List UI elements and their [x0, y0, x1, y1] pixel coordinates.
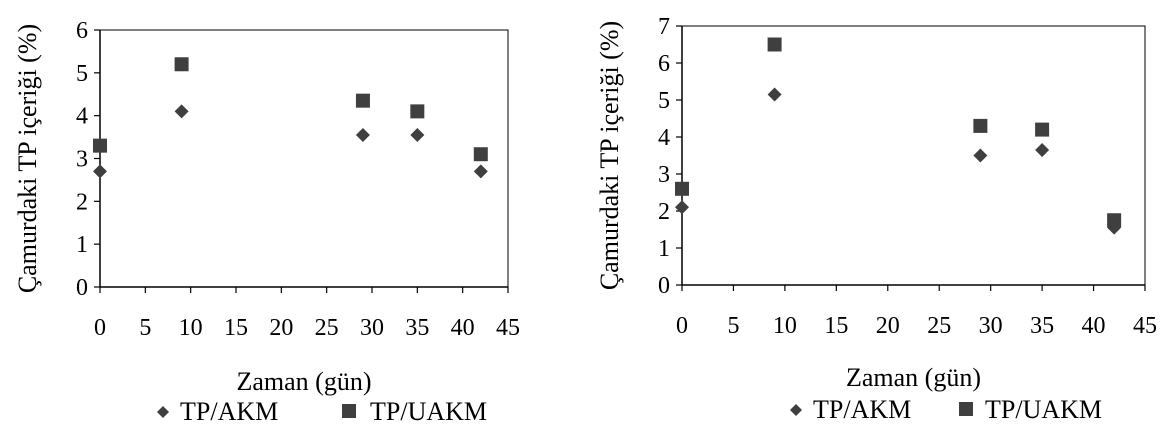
series-tp-uakm	[675, 37, 1122, 228]
legend: TP/AKM TP/UAKM	[157, 397, 487, 426]
x-tick-label: 5	[139, 315, 151, 341]
data-point-diamond	[973, 148, 988, 163]
data-point-diamond	[174, 104, 189, 119]
legend-marker-diamond	[790, 404, 802, 416]
data-point-diamond	[767, 87, 782, 102]
legend: TP/AKM TP/UAKM	[790, 395, 1102, 424]
x-tick-label: 40	[451, 315, 475, 341]
data-point-square	[973, 118, 988, 133]
x-tick-label: 45	[496, 315, 520, 341]
data-point-square	[355, 93, 370, 108]
legend-label: TP/AKM	[180, 397, 278, 426]
x-tick-label: 20	[876, 313, 900, 339]
x-tick-label: 0	[676, 313, 688, 339]
data-point-square	[675, 181, 689, 196]
y-tick-label: 5	[658, 88, 670, 114]
x-tick-label: 5	[727, 313, 739, 339]
legend-label: TP/AKM	[813, 395, 911, 424]
series-tp-uakm	[93, 57, 488, 162]
y-tick-label: 4	[76, 104, 88, 130]
y-tick-label: 6	[658, 51, 670, 77]
data-point-diamond	[355, 127, 370, 142]
x-tick-label: 15	[224, 315, 248, 341]
plot-area	[99, 29, 509, 288]
legend-marker-square	[959, 402, 973, 416]
y-axis-title: Çamurdaki TP içeriği (%)	[595, 21, 624, 290]
y-tick-label: 0	[658, 273, 670, 299]
x-tick-label: 35	[1030, 313, 1054, 339]
x-tick-label: 45	[1133, 313, 1157, 339]
x-tick-label: 30	[979, 313, 1003, 339]
legend-label: TP/UAKM	[985, 395, 1102, 424]
legend-label: TP/UAKM	[370, 397, 487, 426]
x-tick-label: 30	[360, 315, 384, 341]
y-tick-label: 3	[76, 147, 88, 173]
data-point-square	[410, 104, 425, 119]
data-point-diamond	[1035, 142, 1050, 157]
y-tick-label: 2	[658, 199, 670, 225]
data-point-square	[767, 37, 782, 52]
legend-marker-square	[342, 404, 356, 418]
x-tick-label: 0	[94, 315, 106, 341]
legend-marker-diamond	[157, 406, 169, 418]
x-tick-label: 10	[179, 315, 203, 341]
y-tick-label: 1	[658, 236, 670, 262]
x-tick-label: 10	[773, 313, 797, 339]
y-tick-label: 5	[76, 61, 88, 87]
y-tick-label: 0	[76, 275, 88, 301]
data-point-square	[1035, 122, 1050, 137]
x-axis-title: Zaman (gün)	[236, 367, 371, 396]
data-point-square	[1107, 213, 1122, 228]
data-point-diamond	[473, 164, 488, 179]
x-tick-label: 15	[824, 313, 848, 339]
x-tick-label: 20	[269, 315, 293, 341]
data-point-square	[473, 147, 488, 162]
y-tick-label: 2	[76, 189, 88, 215]
y-tick-label: 3	[658, 162, 670, 188]
x-tick-label: 35	[405, 315, 429, 341]
y-tick-label: 4	[658, 125, 670, 151]
x-tick-label: 40	[1082, 313, 1106, 339]
series-tp-akm	[675, 87, 1122, 235]
y-tick-label: 6	[76, 18, 88, 44]
x-tick-label: 25	[315, 315, 339, 341]
data-point-square	[174, 57, 189, 72]
plot-area	[681, 25, 1146, 286]
y-tick-label: 1	[76, 232, 88, 258]
y-tick-label: 7	[658, 14, 670, 40]
data-point-diamond	[93, 164, 107, 179]
x-axis-title: Zaman (gün)	[846, 363, 981, 392]
x-tick-label: 25	[927, 313, 951, 339]
series-tp-akm	[93, 104, 488, 179]
data-point-diamond	[675, 200, 689, 215]
data-point-square	[93, 138, 107, 153]
y-axis-title: Çamurdaki TP içeriği (%)	[13, 24, 42, 293]
data-point-diamond	[410, 127, 425, 142]
